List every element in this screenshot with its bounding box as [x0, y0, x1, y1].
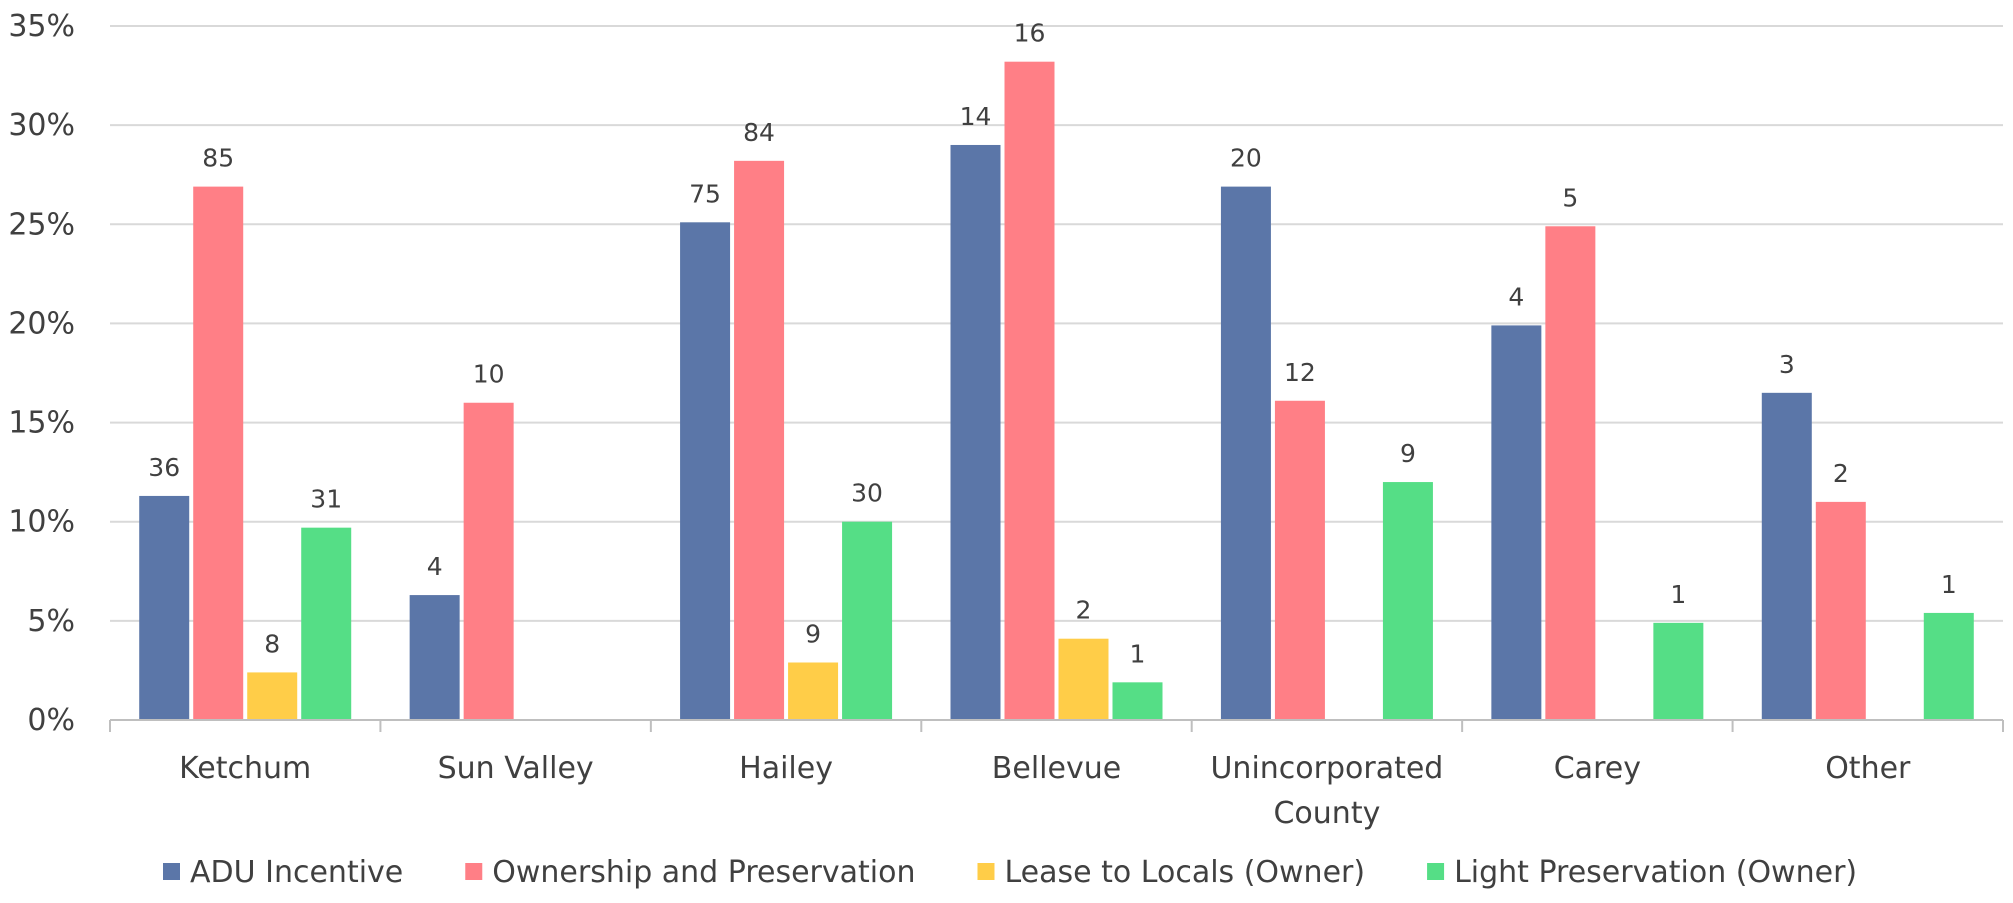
bar	[680, 222, 731, 720]
legend-label: Lease to Locals (Owner)	[1004, 855, 1365, 890]
data-label: 1	[1130, 639, 1146, 668]
y-tick-label: 30%	[8, 108, 75, 143]
data-label: 1	[1670, 580, 1686, 609]
data-labels: 36 85 8 31 4 10 75 84 9 30 14 16 2 1 20 12 9 4 5 1 3 2 1	[148, 19, 1956, 669]
bar	[247, 672, 298, 720]
bars	[139, 61, 1974, 721]
y-tick-label: 0%	[27, 703, 75, 738]
data-label: 4	[1508, 282, 1524, 311]
legend: ADU Incentive Ownership and Preservation L…	[163, 855, 1857, 890]
x-category-label: Hailey	[739, 751, 833, 786]
bar	[1112, 682, 1163, 720]
x-category-label: Sun Valley	[438, 751, 594, 786]
data-label: 2	[1833, 459, 1849, 488]
bar	[1220, 186, 1271, 720]
x-category-label: Bellevue	[992, 751, 1121, 786]
bar	[950, 144, 1001, 720]
y-tick-label: 25%	[8, 207, 75, 242]
legend-item: Light Preservation (Owner)	[1427, 855, 1857, 890]
bar	[1545, 226, 1596, 721]
data-label: 14	[960, 102, 992, 131]
legend-label: Ownership and Preservation	[492, 855, 915, 890]
bar	[139, 495, 190, 720]
legend-swatch	[465, 863, 483, 880]
data-label: 1	[1941, 570, 1957, 599]
legend-item: Lease to Locals (Owner)	[977, 855, 1365, 890]
gridlines	[110, 25, 2003, 622]
data-label: 20	[1230, 144, 1262, 173]
bar	[842, 521, 893, 720]
legend-item: Ownership and Preservation	[465, 855, 915, 890]
y-tick-label: 20%	[8, 306, 75, 341]
y-tick-label: 5%	[27, 604, 75, 639]
bar	[1761, 392, 1812, 720]
data-label: 9	[805, 619, 821, 648]
bar	[1058, 638, 1109, 720]
data-label: 31	[310, 485, 342, 514]
bar	[1653, 622, 1704, 720]
x-category-label: Carey	[1554, 751, 1641, 786]
bar	[1491, 325, 1542, 720]
x-axis-category-labels: Ketchum Sun Valley Hailey Bellevue Unincorpo…	[179, 751, 1911, 831]
y-tick-label: 35%	[8, 9, 75, 44]
legend-item: ADU Incentive	[163, 855, 403, 890]
bar	[1382, 482, 1433, 720]
bar	[463, 402, 514, 720]
data-label: 84	[743, 118, 775, 147]
x-category-label: County	[1273, 796, 1380, 831]
y-axis-tick-labels: 0% 5% 10% 15% 20% 25% 30% 35%	[8, 9, 75, 738]
data-label: 4	[427, 552, 443, 581]
bar	[788, 662, 839, 720]
x-axis	[109, 719, 2004, 732]
legend-swatch	[1427, 863, 1445, 880]
data-label: 8	[264, 629, 280, 658]
legend-label: ADU Incentive	[190, 855, 403, 890]
bar	[1815, 501, 1866, 720]
legend-swatch	[977, 863, 995, 880]
data-label: 3	[1779, 350, 1795, 379]
bar	[1004, 61, 1055, 721]
bar	[193, 186, 244, 720]
legend-swatch	[163, 863, 180, 880]
legend-label: Light Preservation (Owner)	[1454, 855, 1857, 890]
data-label: 75	[689, 179, 721, 208]
y-tick-label: 15%	[8, 406, 75, 441]
data-label: 12	[1284, 358, 1316, 387]
bar	[1274, 400, 1325, 720]
data-label: 36	[148, 453, 180, 482]
bar	[301, 527, 352, 720]
data-label: 2	[1076, 596, 1092, 625]
bar	[734, 160, 785, 720]
y-tick-label: 10%	[8, 505, 75, 540]
x-category-label: Unincorporated	[1210, 751, 1443, 786]
data-label: 30	[851, 479, 883, 508]
data-label: 5	[1562, 183, 1578, 212]
bar	[409, 595, 460, 720]
data-label: 85	[202, 144, 234, 173]
data-label: 10	[473, 360, 505, 389]
data-label: 16	[1014, 19, 1046, 48]
x-category-label: Ketchum	[179, 751, 311, 786]
x-category-label: Other	[1825, 751, 1911, 786]
bar	[1923, 612, 1974, 720]
data-label: 9	[1400, 439, 1416, 468]
